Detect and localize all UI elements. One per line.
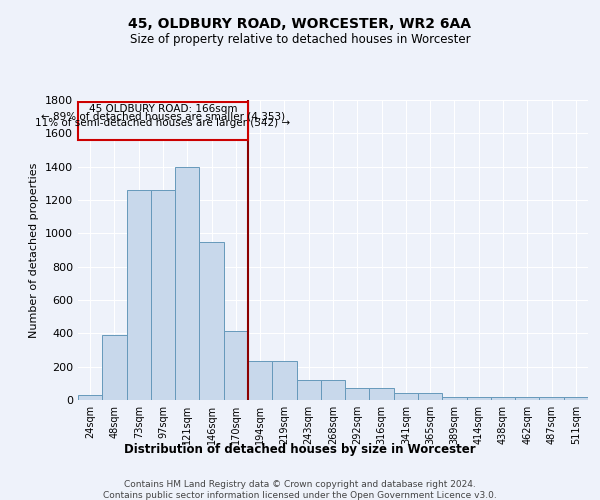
Text: Distribution of detached houses by size in Worcester: Distribution of detached houses by size … [124, 442, 476, 456]
Bar [345, 388, 370, 400]
Text: 11% of semi-detached houses are larger (542) →: 11% of semi-detached houses are larger (… [35, 118, 290, 128]
Text: Size of property relative to detached houses in Worcester: Size of property relative to detached ho… [130, 32, 470, 46]
Bar [394, 392, 418, 400]
Y-axis label: Number of detached properties: Number of detached properties [29, 162, 40, 338]
Bar [127, 190, 151, 400]
Bar [370, 388, 394, 400]
Bar [175, 166, 199, 400]
Bar [151, 190, 175, 400]
Bar [442, 396, 467, 400]
Bar [321, 380, 345, 400]
Bar [272, 361, 296, 400]
Bar [491, 396, 515, 400]
Text: 45 OLDBURY ROAD: 166sqm: 45 OLDBURY ROAD: 166sqm [89, 104, 237, 115]
Bar [224, 331, 248, 400]
Bar [296, 380, 321, 400]
Bar [418, 392, 442, 400]
Text: 45, OLDBURY ROAD, WORCESTER, WR2 6AA: 45, OLDBURY ROAD, WORCESTER, WR2 6AA [128, 18, 472, 32]
Bar [539, 396, 564, 400]
Bar [199, 242, 224, 400]
Text: Contains public sector information licensed under the Open Government Licence v3: Contains public sector information licen… [103, 491, 497, 500]
Bar [564, 396, 588, 400]
Text: ← 89% of detached houses are smaller (4,353): ← 89% of detached houses are smaller (4,… [41, 112, 285, 122]
Bar [248, 361, 272, 400]
Bar [467, 396, 491, 400]
Bar [102, 335, 127, 400]
Bar [515, 396, 539, 400]
Text: Contains HM Land Registry data © Crown copyright and database right 2024.: Contains HM Land Registry data © Crown c… [124, 480, 476, 489]
Bar [78, 395, 102, 400]
FancyBboxPatch shape [78, 102, 248, 140]
